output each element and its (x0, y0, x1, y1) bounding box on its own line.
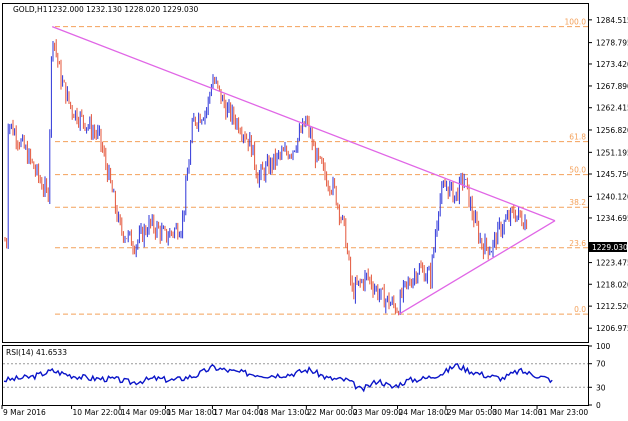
trendline[interactable] (398, 220, 556, 315)
price-tick-label: 1218.020 (596, 280, 628, 289)
rsi-tick-label: 70 (596, 360, 606, 369)
time-tick-label: 30 Mar 14:00 (492, 408, 542, 417)
chart-header-symbol: GOLD,H1 (13, 5, 48, 14)
main-plot-frame (2, 3, 589, 343)
time-tick-label: 14 Mar 09:00 (121, 408, 171, 417)
time-tick-label: 31 Mar 23:00 (538, 408, 588, 417)
price-tick-label: 1234.695 (596, 214, 628, 223)
price-tick-label: 1284.515 (596, 16, 628, 25)
price-tick-label: 1256.820 (596, 126, 628, 135)
rsi-header: RSI(14) 41.6533 (6, 348, 67, 357)
time-tick-label: 24 Mar 18:00 (399, 408, 449, 417)
price-tick-label: 1273.420 (596, 60, 628, 69)
time-tick-label: 23 Mar 09:00 (353, 408, 403, 417)
rsi-plot-frame (2, 345, 589, 406)
rsi-indicator (3, 363, 588, 393)
current-price-box (589, 242, 627, 252)
time-tick-label: 18 Mar 13:00 (259, 408, 309, 417)
price-tick-label: 1245.750 (596, 170, 628, 179)
current-price-label: 1229.030 (592, 243, 628, 252)
time-tick-label: 9 Mar 2016 (3, 408, 46, 417)
rsi-line (3, 363, 553, 393)
price-tick-label: 1278.795 (596, 39, 628, 48)
price-tick-label: 1223.475 (596, 259, 628, 268)
fib-level-label: 0.0 (574, 305, 586, 314)
fib-level-label: 61.8 (569, 133, 586, 142)
trendlines[interactable] (51, 26, 556, 315)
fibonacci-levels: 100.0 61.8 50.0 38.2 23.6 0.0 (55, 18, 588, 315)
price-tick-label: 1206.975 (596, 324, 628, 333)
price-tick-label: 1251.195 (596, 148, 628, 157)
trendline[interactable] (51, 26, 556, 222)
time-tick-label: 10 Mar 22:00 (73, 408, 123, 417)
rsi-tick-label: 0 (596, 401, 601, 410)
fib-level-label: 50.0 (569, 166, 586, 175)
fib-level-label: 23.6 (569, 239, 586, 248)
price-tick-label: 1240.120 (596, 192, 628, 201)
time-tick-label: 22 Mar 00:00 (307, 408, 357, 417)
chart-header-ohlc: 1232.000 1232.130 1228.020 1229.030 (48, 5, 199, 14)
price-axis: 1284.515 1278.795 1273.420 1267.890 1262.415… (588, 16, 628, 410)
fib-level-label: 38.2 (569, 198, 586, 207)
price-tick-label: 1267.890 (596, 82, 628, 91)
rsi-tick-label: 30 (596, 383, 606, 392)
price-tick-label: 1212.520 (596, 302, 628, 311)
time-tick-label: 15 Mar 18:00 (166, 408, 216, 417)
time-tick-label: 17 Mar 04:00 (213, 408, 263, 417)
time-tick-label: 29 Mar 05:00 (447, 408, 497, 417)
rsi-tick-label: 100 (596, 342, 611, 351)
price-candles (4, 39, 528, 316)
fib-level-label: 100.0 (565, 18, 587, 27)
price-tick-label: 1262.415 (596, 104, 628, 113)
